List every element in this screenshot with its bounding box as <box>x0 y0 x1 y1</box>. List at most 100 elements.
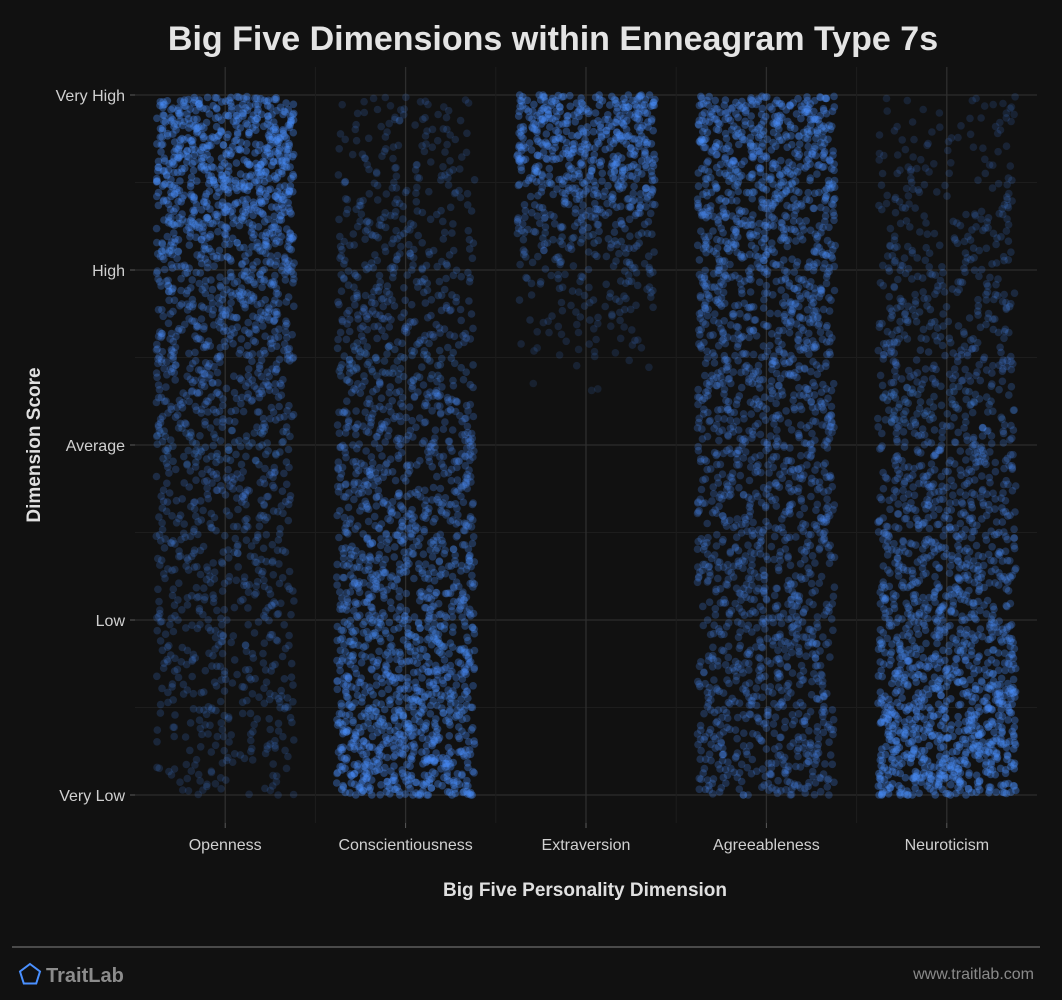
data-point <box>342 480 350 488</box>
data-point <box>517 340 525 348</box>
data-point <box>188 438 197 446</box>
data-point <box>558 233 566 241</box>
data-point <box>159 111 167 119</box>
data-point <box>366 784 375 792</box>
data-point <box>271 380 280 388</box>
data-point <box>745 679 754 687</box>
data-point <box>376 380 384 389</box>
data-point <box>178 606 186 614</box>
data-point <box>711 605 720 613</box>
data-point <box>622 258 631 266</box>
data-point <box>157 141 166 149</box>
data-point <box>220 746 228 755</box>
data-point <box>466 579 475 588</box>
data-point <box>546 123 554 131</box>
data-point <box>373 105 382 114</box>
data-point <box>467 310 476 318</box>
data-point <box>444 686 452 694</box>
data-point <box>195 96 204 104</box>
data-point <box>215 246 224 255</box>
data-point <box>170 229 178 237</box>
data-point <box>265 715 274 723</box>
data-point <box>252 558 261 567</box>
data-point <box>286 713 295 722</box>
data-point <box>271 741 279 750</box>
data-point <box>446 443 455 452</box>
data-point <box>581 136 589 144</box>
data-point <box>394 141 403 150</box>
data-point <box>423 653 431 661</box>
data-point <box>213 449 222 458</box>
data-point <box>358 550 366 558</box>
data-point <box>241 490 250 499</box>
data-point <box>252 582 260 591</box>
data-point <box>386 383 395 391</box>
data-point <box>444 181 453 189</box>
data-point <box>167 614 176 623</box>
data-point <box>385 734 394 743</box>
data-point <box>433 136 442 145</box>
data-point <box>429 697 438 705</box>
data-point <box>248 649 257 658</box>
data-point <box>165 489 174 497</box>
data-point <box>167 402 175 411</box>
data-point <box>280 412 289 421</box>
data-point <box>196 743 205 751</box>
data-point <box>258 423 267 432</box>
data-point <box>253 531 262 539</box>
data-point <box>468 623 477 632</box>
data-point <box>375 271 384 280</box>
data-point <box>216 630 225 638</box>
data-point <box>272 95 280 104</box>
data-point <box>183 774 192 783</box>
data-point <box>156 709 165 717</box>
data-point <box>251 674 259 683</box>
data-point <box>444 407 452 416</box>
data-point <box>238 682 246 691</box>
data-point <box>426 710 435 718</box>
data-point <box>192 406 201 415</box>
data-point <box>375 647 383 656</box>
data-point <box>224 465 232 474</box>
data-point <box>209 441 218 450</box>
data-point <box>338 100 347 109</box>
data-point <box>262 678 271 686</box>
data-point <box>813 723 822 731</box>
data-point <box>190 450 199 458</box>
data-point <box>264 492 272 501</box>
data-point <box>521 213 529 222</box>
data-point <box>829 626 837 635</box>
data-point <box>413 160 421 169</box>
data-point <box>273 251 282 260</box>
data-point <box>192 458 200 467</box>
data-point <box>259 649 267 658</box>
data-point <box>203 93 212 102</box>
data-point <box>251 558 259 566</box>
data-point <box>413 173 422 182</box>
data-point <box>805 727 813 735</box>
data-point <box>205 374 213 382</box>
data-point <box>794 781 802 789</box>
data-point <box>196 777 204 785</box>
data-point <box>591 109 600 117</box>
data-point <box>196 620 204 629</box>
data-point <box>156 637 165 645</box>
data-point <box>214 641 223 649</box>
data-point <box>393 195 401 204</box>
data-point <box>470 646 479 655</box>
data-point <box>345 700 354 708</box>
data-point <box>467 429 476 438</box>
data-point <box>264 447 272 455</box>
data-point <box>192 476 200 485</box>
data-point <box>781 717 789 726</box>
data-point <box>175 396 184 405</box>
data-point <box>169 537 177 545</box>
data-point <box>457 272 466 281</box>
data-point <box>783 663 792 672</box>
data-point <box>451 407 460 416</box>
data-point <box>230 372 238 381</box>
grid <box>135 67 1037 823</box>
data-point <box>812 650 820 658</box>
data-point <box>377 122 386 131</box>
data-point <box>441 418 449 426</box>
